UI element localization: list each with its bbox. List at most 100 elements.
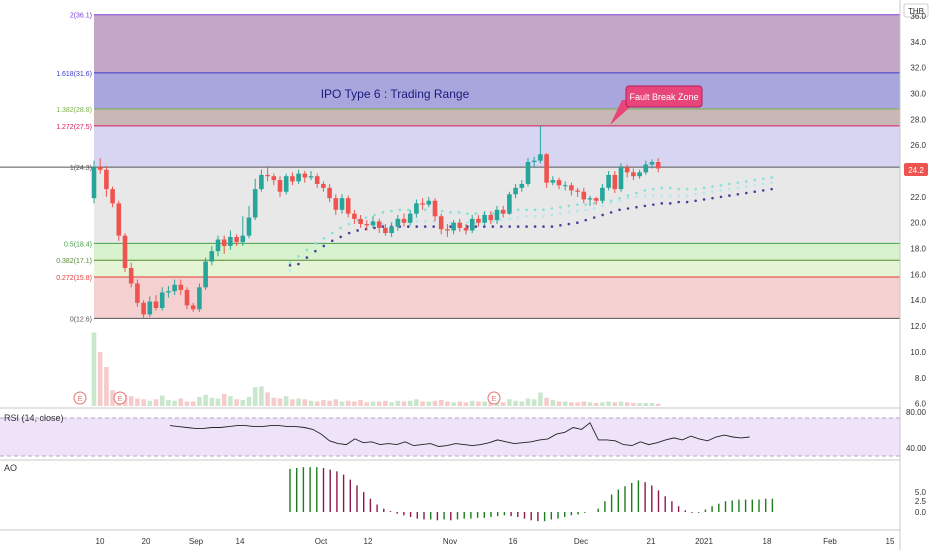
volume-bar [643, 403, 649, 406]
indicator-dot [491, 225, 495, 228]
indicator-dot [626, 196, 630, 200]
candle-body [438, 216, 444, 230]
candle-body [426, 200, 432, 205]
candle [569, 182, 574, 196]
volume-bar [581, 401, 587, 406]
volume-bar [556, 401, 562, 406]
time-axis[interactable]: 10 20 Sep 14 Oct 12 Nov 16 Dec 21 2021 18 Feb 15 [96, 537, 895, 546]
candle [426, 196, 432, 208]
volume-bar [358, 400, 363, 406]
fib-band-2 [94, 109, 900, 126]
fib-band-0 [94, 14, 900, 73]
candle-body [637, 172, 642, 177]
candle [432, 198, 438, 222]
fib-band-7 [94, 276, 900, 319]
candle [135, 279, 140, 307]
candle [507, 191, 512, 215]
indicator-dot [525, 225, 528, 228]
candle-body [624, 167, 630, 173]
indicator-dot [643, 204, 647, 208]
indicator-dot [550, 225, 554, 228]
volume-bar [197, 397, 202, 406]
indicator-dot [770, 181, 773, 184]
rsi-tick-80: 80.00 [906, 408, 927, 417]
price-ticks: 36.034.032.030.028.026.024.022.020.018.0… [910, 12, 926, 409]
indicator-dot [643, 189, 647, 192]
candle [618, 163, 624, 192]
indicator-dot [330, 239, 334, 243]
candle-body [643, 164, 649, 173]
candlesticks[interactable] [91, 125, 661, 319]
indicator-dot [432, 220, 435, 223]
price-tick: 32.0 [910, 64, 926, 73]
candle-body [184, 289, 190, 306]
candle [252, 178, 258, 221]
time-tick: 2021 [695, 537, 713, 546]
indicator-dot [567, 222, 571, 226]
candle [296, 169, 301, 184]
candle-body [469, 218, 475, 231]
indicator-dot [660, 202, 664, 205]
candle [364, 220, 370, 231]
indicator-dot [347, 231, 351, 235]
indicator-dot [499, 225, 503, 228]
indicator-dot [297, 262, 300, 266]
time-tick: 10 [96, 537, 105, 546]
volume-bar [327, 400, 332, 406]
candle [383, 224, 388, 236]
price-tick: 12.0 [910, 322, 926, 331]
fib-label-7: 0.272(15.8) [56, 275, 92, 282]
currency-badge[interactable] [903, 3, 929, 18]
volume-bar [265, 392, 270, 406]
currency-label: THB [908, 7, 924, 16]
indicator-dot [635, 191, 638, 195]
indicator-dot [423, 208, 427, 212]
candle-body [562, 185, 568, 187]
indicator-dot [381, 222, 385, 226]
candle-body [401, 218, 407, 223]
candle [407, 209, 413, 226]
time-tick: Sep [189, 537, 204, 546]
candle [259, 169, 264, 192]
ao-pane: AO [4, 463, 774, 522]
rsi-tick-40: 40.00 [906, 444, 927, 453]
volume-bar [612, 402, 618, 406]
indicator-dot [525, 208, 528, 212]
candle-body [432, 200, 438, 217]
candle-body [116, 203, 122, 236]
candle-body [600, 187, 605, 201]
candle [538, 125, 543, 164]
candle [438, 213, 444, 235]
indicator-dot [339, 226, 343, 230]
indicator-dot [694, 187, 697, 191]
candle-body [389, 226, 394, 234]
candle-body [283, 176, 289, 192]
time-tick: 16 [509, 537, 518, 546]
price-tick: 36.0 [910, 12, 926, 21]
candle-body [91, 167, 97, 199]
fault-break-callout[interactable]: Fault Break Zone [610, 85, 703, 125]
callout-text: Fault Break Zone [629, 92, 698, 102]
volume-bar [296, 398, 301, 406]
indicator-dot [592, 207, 596, 210]
candle [587, 195, 593, 206]
candle-body [333, 198, 339, 210]
volume-bar [457, 401, 463, 406]
price-tick: 26.0 [910, 141, 926, 150]
volume-bar [184, 401, 190, 406]
candle [141, 300, 146, 319]
indicator-dot [635, 205, 638, 209]
indicator-dot [381, 225, 385, 228]
indicator-dot [736, 181, 740, 184]
indicator-dot [584, 203, 588, 206]
candle-body [556, 180, 562, 186]
indicator-dot [677, 200, 680, 204]
candle-body [395, 218, 401, 227]
price-axis[interactable]: THB 36.034.032.030.028.026.024.022.020.0… [899, 0, 929, 550]
candle [637, 169, 642, 179]
indicator-dot [516, 225, 520, 228]
earnings-marker-icon [113, 391, 127, 405]
candle-body [234, 236, 239, 243]
